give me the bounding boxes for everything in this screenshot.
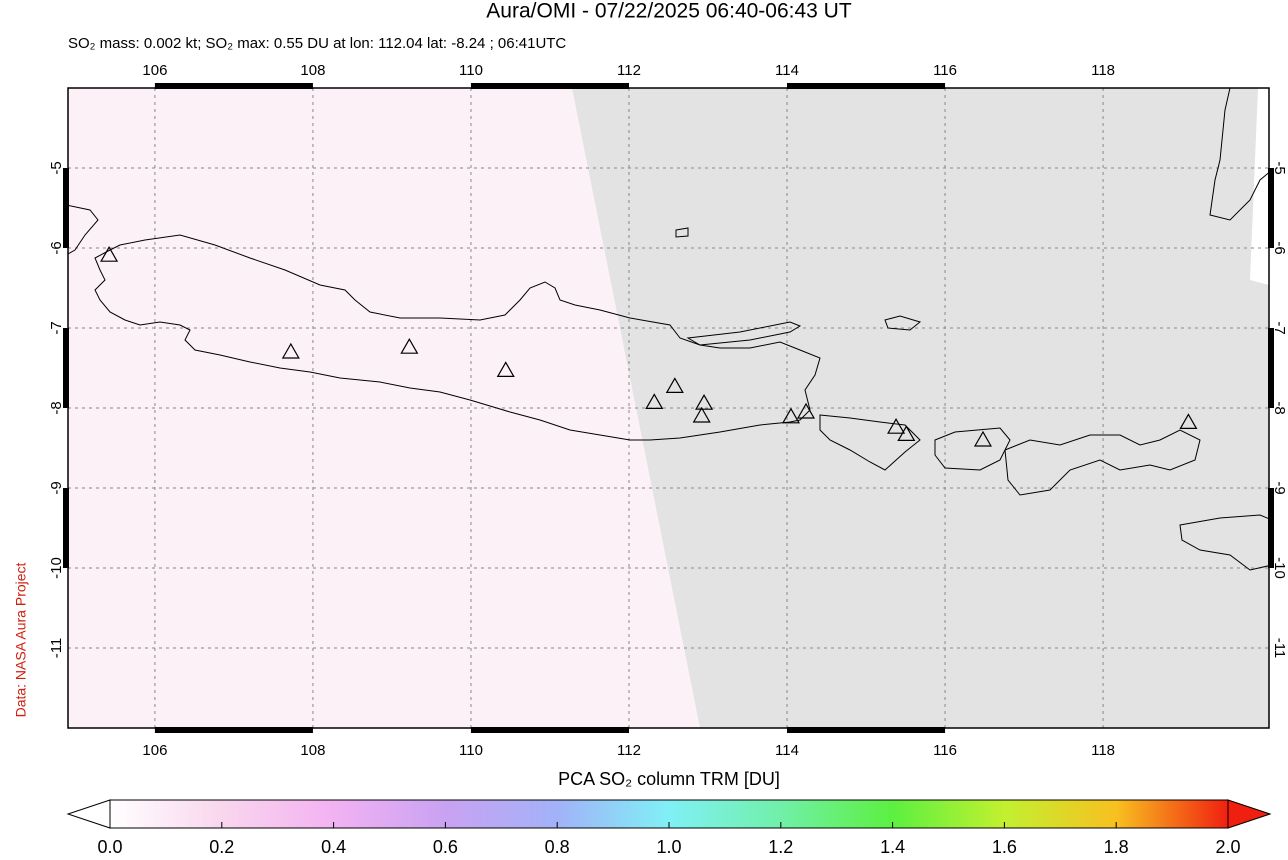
colorbar-tick-label: 2.0 [1215,837,1240,855]
title: Aura/OMI - 07/22/2025 06:40-06:43 UT [486,0,852,23]
frame-bar [787,83,946,89]
map-area [68,88,1269,728]
colorbar-tick-label: 1.2 [768,837,793,855]
volcano-layer [100,245,1198,447]
volcano-marker [973,430,993,447]
volcano-marker [496,361,515,377]
y-tick-label: -9 [1271,481,1288,494]
y-tick-label: -6 [1271,241,1288,254]
frame-bar [1268,168,1274,248]
coast-borneo [1209,88,1269,221]
coast-java [94,234,821,441]
no-data-area [572,88,1269,728]
y-tick-label: -7 [1271,321,1288,334]
colorbar-tick-label: 0.0 [97,837,122,855]
coast-sumatra [68,204,99,255]
y-tick-label: -8 [1271,401,1288,414]
colorbar-label: PCA SO₂ column TRM [DU] [558,769,780,789]
x-tick-label: 108 [300,62,325,79]
volcano-marker [100,245,119,262]
x-tick-label: 108 [300,742,325,759]
frame-ticks: 106 106 108 108 110 110 112 112 114 114 116 116 118 1… [48,62,1288,759]
volcano-marker [692,406,711,423]
coastlines [68,88,1269,571]
frame-bar [470,727,629,733]
x-tick-label: 112 [617,62,641,79]
frame-bar [63,488,69,568]
volcano-marker [645,393,664,409]
coast-kangean [884,315,922,331]
colorbar-tick-label: 1.6 [992,837,1017,855]
x-tick-label: 114 [775,62,799,79]
frame-bar [1268,488,1274,568]
coast-sumbawa [1004,429,1201,496]
frame-bar [787,727,946,733]
credit: Data: NASA Aura Project [13,562,29,717]
y-tick-label: -5 [48,161,65,174]
y-tick-label: -11 [48,638,65,659]
x-tick-label: 116 [933,62,957,79]
x-tick-label: 116 [933,742,957,759]
y-tick-label: -7 [48,321,65,334]
frame-bar [1268,328,1274,408]
y-tick-label: -10 [48,557,65,579]
frame-bar [63,328,69,408]
volcano-marker [781,407,801,424]
frame-bar [154,727,313,733]
coast-sumba [1179,514,1269,571]
y-tick-label: -5 [1271,161,1288,174]
x-tick-label: 110 [459,62,483,79]
y-tick-label: -11 [1271,638,1288,659]
volcano-marker [695,393,714,410]
volcano-marker [897,425,916,441]
volcano-marker [281,342,300,359]
coast-madura [686,321,802,346]
colorbar-ticks: 0.0 0.2 0.4 0.6 0.8 1.0 1.2 1.4 1.6 1.8 2.0 [97,822,1241,857]
volcano-marker [887,417,906,434]
x-tick-label: 106 [142,62,167,79]
x-tick-label: 106 [142,742,167,759]
grid [68,88,1269,728]
frame-bar [63,168,69,248]
coast-bali [819,414,921,471]
y-tick-label: -8 [48,401,65,414]
y-tick-label: -6 [48,241,65,254]
x-tick-label: 112 [617,742,641,759]
y-tick-label: -10 [1271,557,1288,579]
volcano-marker [796,402,816,419]
colorbar-tick-label: 0.2 [209,837,234,855]
x-tick-label: 118 [1091,742,1115,759]
x-tick-label: 114 [775,742,799,759]
colorbar-tick-label: 1.0 [656,837,681,855]
y-tick-label: -9 [48,481,65,494]
colorbar-tick-label: 0.6 [433,837,458,855]
coast-lombok [934,427,1011,471]
colorbar-tick-label: 1.4 [880,837,905,855]
colorbar-tick-label: 0.4 [321,837,346,855]
colorbar-tick-label: 1.8 [1104,837,1129,855]
frame-bar [470,83,629,89]
x-tick-label: 118 [1091,62,1115,79]
x-tick-label: 110 [459,742,483,759]
coast-karimun [675,227,689,238]
subtitle: SO₂ mass: 0.002 kt; SO₂ max: 0.55 DU at … [68,35,566,52]
volcano-marker [1179,413,1198,429]
colorbar-tick-label: 0.8 [545,837,570,855]
volcano-marker [400,337,419,354]
frame-bar [154,83,313,89]
volcano-marker [665,377,684,393]
